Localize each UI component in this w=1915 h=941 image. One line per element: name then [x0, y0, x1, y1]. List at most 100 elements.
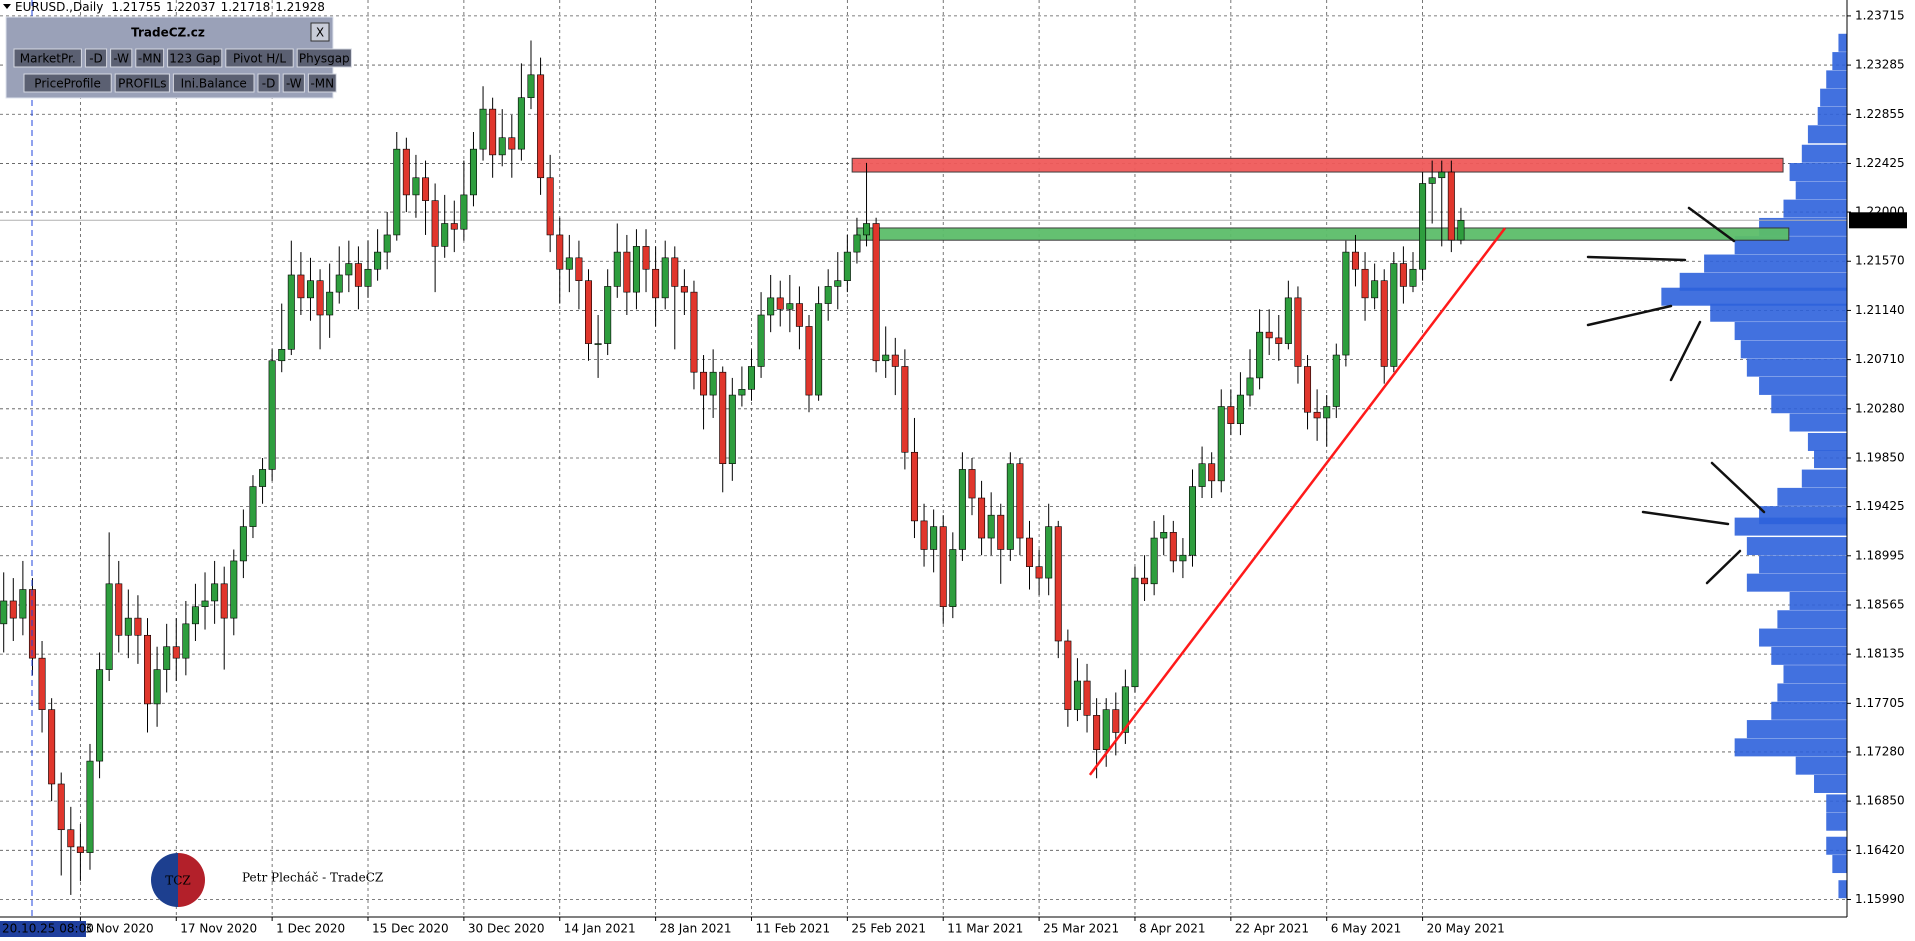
profile-bar: [1771, 701, 1847, 720]
close-button[interactable]: [310, 22, 330, 42]
candle-body: [57, 783, 65, 831]
candle-body: [1121, 686, 1129, 733]
candle-body: [38, 657, 46, 710]
candle-body: [297, 274, 305, 299]
candle-body: [134, 617, 142, 636]
candle-body: [594, 343, 602, 345]
profile-bar: [1838, 880, 1847, 899]
profile-bar: [1759, 376, 1847, 395]
zone: [856, 227, 1790, 241]
candle-body: [1112, 709, 1120, 733]
candle-body: [661, 257, 669, 299]
panel-button[interactable]: [13, 48, 82, 68]
price-label: 1.21928: [1853, 213, 1903, 227]
x-tick-label: 1 Dec 2020: [276, 922, 345, 936]
y-tick-label: 1.20710: [1855, 352, 1905, 366]
profile-bar: [1826, 812, 1847, 831]
panel-button[interactable]: [135, 48, 165, 68]
profile-bar: [1746, 720, 1847, 739]
panel-button-label: -MN: [310, 77, 334, 91]
candle-body: [805, 326, 813, 396]
header-info: EURUSD.,Daily 1.21755 1.22037 1.21718 1.2192…: [15, 0, 325, 14]
candle-body: [1275, 337, 1283, 344]
panel-button[interactable]: [282, 73, 305, 93]
panel-button-label: PROFILs: [118, 77, 166, 91]
candle-body: [853, 234, 861, 253]
candle-body: [872, 223, 880, 362]
panel-button[interactable]: [257, 73, 280, 93]
candle-body: [1093, 715, 1101, 750]
time-marker: 20.10.25 08:00: [2, 922, 94, 936]
candle-body: [1371, 280, 1379, 299]
candle-body: [86, 760, 94, 853]
price-label-bg: [1849, 212, 1907, 229]
candle-body: [239, 526, 247, 562]
panel-button[interactable]: [110, 48, 133, 68]
panel-button[interactable]: [23, 73, 112, 93]
time-marker-bg: [0, 921, 86, 937]
candle-body: [1073, 680, 1081, 710]
profile-bar: [1807, 125, 1847, 144]
menu-arrow[interactable]: [3, 4, 11, 9]
candle-body: [575, 257, 583, 281]
profile-bar: [1777, 683, 1847, 702]
candle-body: [747, 366, 755, 390]
panel-button[interactable]: [167, 48, 223, 68]
y-tick-label: 1.18135: [1855, 647, 1905, 661]
y-tick-label: 1.22425: [1855, 156, 1905, 170]
panel-button[interactable]: [114, 73, 170, 93]
profile-bar: [1789, 413, 1847, 432]
profile-bar: [1783, 199, 1847, 218]
candle-body: [1246, 377, 1254, 396]
panel-button[interactable]: [172, 73, 255, 93]
candle-body: [604, 286, 612, 344]
profile-bar: [1795, 756, 1847, 775]
candle-body: [479, 108, 487, 150]
candle-body: [1457, 219, 1465, 241]
y-tick-label: 1.20280: [1855, 401, 1905, 415]
candle-body: [1131, 577, 1139, 688]
candle-body: [0, 600, 8, 625]
stroke: [1586, 255, 1687, 262]
candle-body: [901, 366, 909, 453]
profile-bar: [1734, 517, 1847, 536]
candle-body: [469, 148, 477, 196]
candle-body: [1419, 183, 1427, 270]
candle-body: [402, 148, 410, 196]
x-tick-label: 6 May 2021: [1331, 922, 1402, 936]
candle-body: [776, 297, 784, 310]
profile-bar: [1746, 537, 1847, 556]
candle-body: [508, 137, 516, 150]
candle-body: [1035, 566, 1043, 579]
candle-body: [978, 497, 986, 539]
x-tick-label: 11 Feb 2021: [755, 922, 830, 936]
y-tick-label: 1.19425: [1855, 499, 1905, 513]
candle-body: [278, 349, 286, 362]
panel-button-label: MarketPr.: [20, 52, 76, 66]
y-tick-label: 1.17280: [1855, 744, 1905, 758]
stroke: [1710, 461, 1766, 514]
zone: [851, 157, 1784, 173]
panel-button[interactable]: [307, 73, 337, 93]
candle-body: [1160, 532, 1168, 539]
profile-bar: [1826, 836, 1847, 855]
panel-button[interactable]: [225, 48, 294, 68]
candle-body: [1141, 577, 1149, 585]
y-tick-label: 1.23715: [1855, 8, 1905, 22]
candle-body: [1064, 640, 1072, 710]
candle-body: [1313, 411, 1321, 419]
panel-button-label: -D: [262, 77, 276, 91]
candle-body: [172, 646, 180, 659]
header-low: 1.21718: [221, 0, 271, 14]
candle-body: [259, 469, 267, 487]
candle-body: [939, 526, 947, 607]
panel-button[interactable]: [84, 48, 108, 68]
candle-body: [1102, 709, 1110, 750]
candle-body: [1409, 268, 1417, 287]
candle-body: [1217, 406, 1225, 482]
panel-button[interactable]: [296, 48, 352, 68]
y-tick-label: 1.21570: [1855, 254, 1905, 268]
logo-right: [178, 853, 205, 907]
stroke: [1641, 510, 1730, 526]
